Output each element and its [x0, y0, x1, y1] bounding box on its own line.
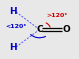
Text: C: C	[36, 25, 43, 34]
Text: >120°: >120°	[46, 13, 68, 18]
Text: <120°: <120°	[5, 24, 26, 29]
Text: O: O	[62, 25, 70, 34]
Text: H: H	[9, 7, 16, 16]
Text: H: H	[9, 43, 16, 52]
